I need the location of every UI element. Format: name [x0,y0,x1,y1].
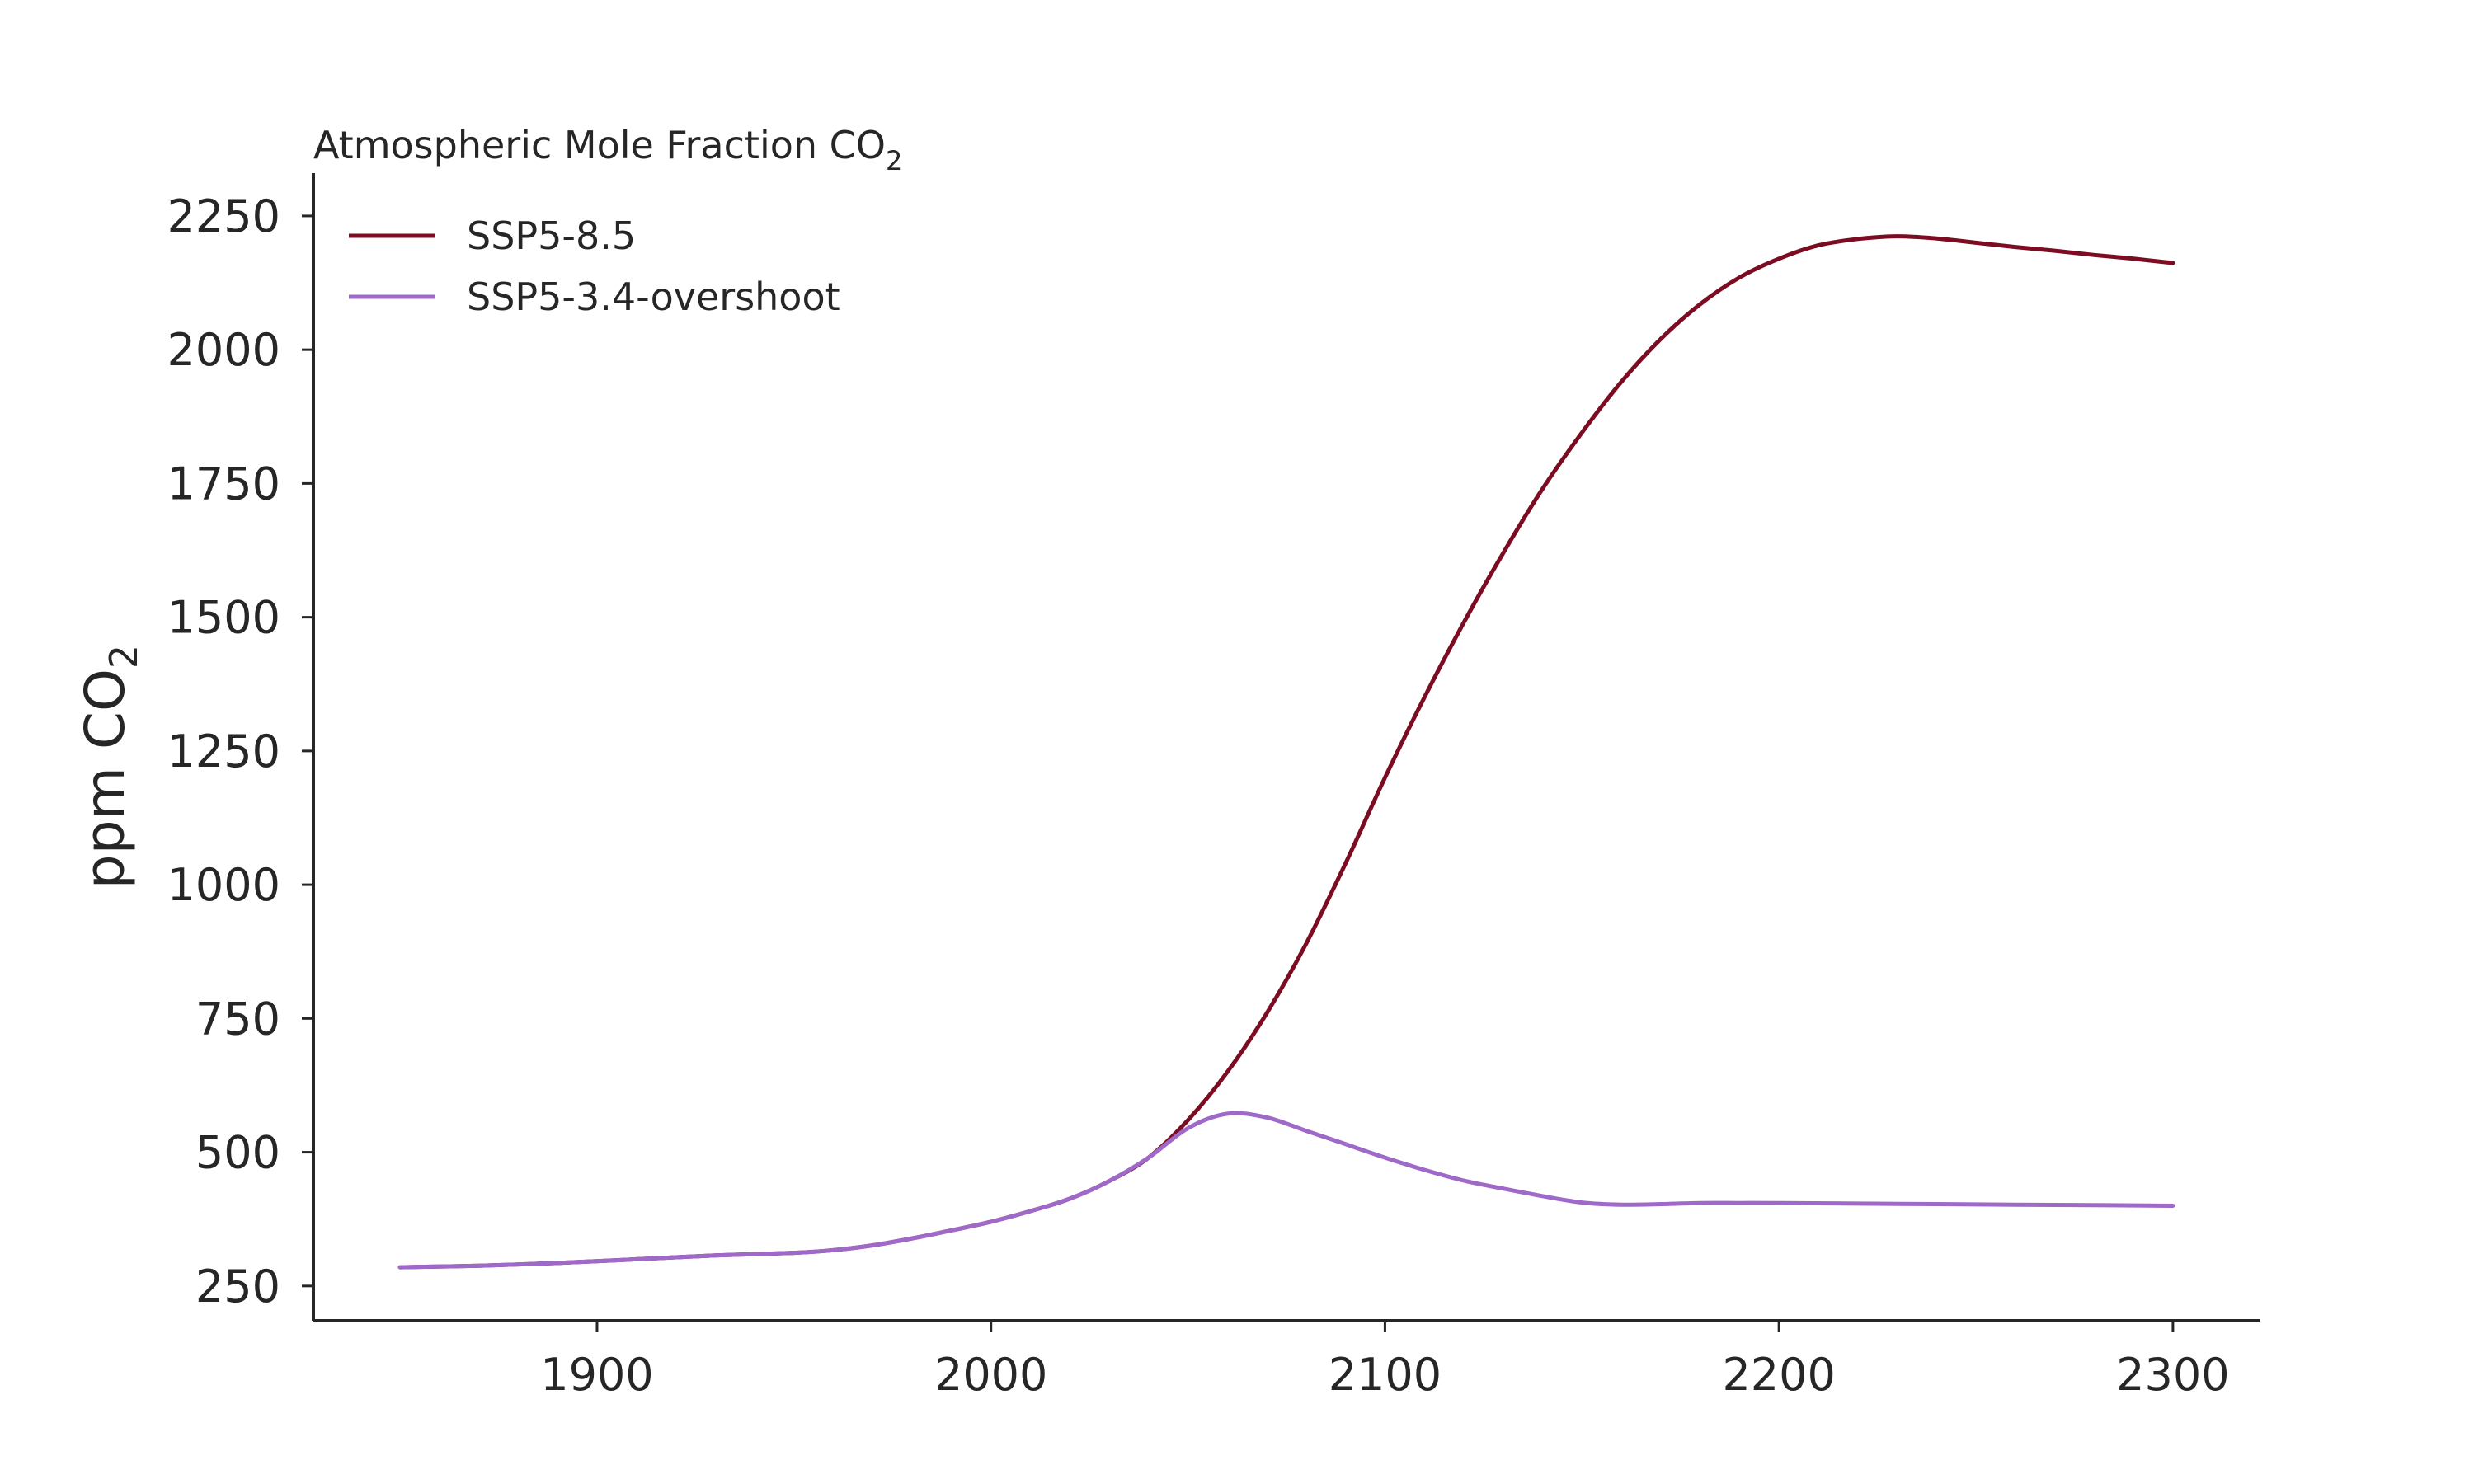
y-axis-label-main: ppm CO [73,669,137,889]
chart-title: Atmospheric Mole Fraction CO2 [313,123,902,176]
y-axis-ticks: 250 500 750 1000 1250 1500 1750 2000 2250 [167,190,313,1313]
legend-label: SSP5-3.4-overshoot [467,275,840,319]
series-line-ssp5-3-4-overshoot [397,1111,2175,1270]
y-tick-label: 750 [195,993,280,1045]
y-tick-label: 1250 [167,726,280,777]
x-tick-label: 2200 [1722,1349,1835,1401]
chart-title-main: Atmospheric Mole Fraction CO [313,123,886,167]
x-tick-label: 2100 [1329,1349,1442,1401]
y-tick-label: 2250 [167,190,280,242]
y-axis-label-subscript: 2 [101,645,146,669]
x-tick-label: 1900 [540,1349,653,1401]
y-tick-label: 250 [195,1261,280,1313]
legend: SSP5-8.5 SSP5-3.4-overshoot [349,214,840,319]
axes [312,173,2260,1322]
x-tick-label: 2300 [2116,1349,2229,1401]
series-line-ssp5-8-5 [397,234,2175,1270]
chart-title-subscript: 2 [886,145,902,176]
series-lines [397,234,2175,1270]
y-axis-label: ppm CO2 [73,645,146,889]
y-tick-label: 1000 [167,859,280,911]
x-axis-ticks: 1900 2000 2100 2200 2300 [540,1321,2230,1401]
legend-label: SSP5-8.5 [467,214,636,258]
y-tick-label: 2000 [167,324,280,376]
y-tick-label: 1750 [167,458,280,510]
y-tick-label: 1500 [167,592,280,644]
y-tick-label: 500 [195,1127,280,1179]
svg-text:Atmospheric Mole Fraction CO2: Atmospheric Mole Fraction CO2 [313,123,902,176]
svg-text:ppm CO2: ppm CO2 [73,645,146,889]
x-tick-label: 2000 [934,1349,1047,1401]
